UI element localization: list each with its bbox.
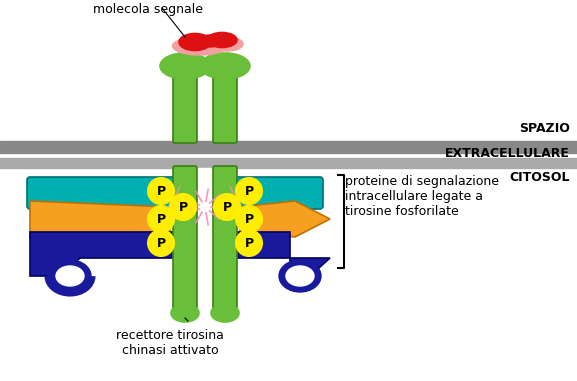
Polygon shape <box>30 232 172 276</box>
Text: CITOSOL: CITOSOL <box>509 171 570 184</box>
FancyBboxPatch shape <box>213 64 237 143</box>
Text: SPAZIO: SPAZIO <box>519 122 570 135</box>
Text: P: P <box>245 184 253 197</box>
Bar <box>0 158 577 168</box>
Text: P: P <box>223 200 231 213</box>
Text: P: P <box>245 213 253 226</box>
Ellipse shape <box>211 304 239 322</box>
Text: P: P <box>245 237 253 250</box>
Circle shape <box>148 178 174 204</box>
Text: proteine di segnalazione
intracellulare legate a
tirosine fosforilate: proteine di segnalazione intracellulare … <box>345 174 499 218</box>
Circle shape <box>236 206 262 232</box>
Circle shape <box>236 178 262 204</box>
Text: EXTRACELLULARE: EXTRACELLULARE <box>445 147 570 160</box>
Text: molecola segnale: molecola segnale <box>93 3 203 16</box>
Ellipse shape <box>179 34 211 51</box>
Text: P: P <box>156 213 166 226</box>
Bar <box>195 168 215 313</box>
Ellipse shape <box>200 53 250 79</box>
FancyBboxPatch shape <box>213 166 237 315</box>
Ellipse shape <box>213 37 243 51</box>
Circle shape <box>170 194 196 220</box>
Ellipse shape <box>160 53 210 79</box>
Polygon shape <box>30 201 170 237</box>
Text: P: P <box>156 184 166 197</box>
Bar <box>0 141 577 153</box>
FancyBboxPatch shape <box>234 177 323 209</box>
FancyBboxPatch shape <box>27 177 176 209</box>
Ellipse shape <box>171 304 199 322</box>
Text: P: P <box>156 237 166 250</box>
Circle shape <box>236 230 262 256</box>
FancyBboxPatch shape <box>173 166 197 315</box>
Text: P: P <box>178 200 188 213</box>
Circle shape <box>148 230 174 256</box>
Ellipse shape <box>286 266 314 286</box>
Ellipse shape <box>173 37 227 55</box>
FancyBboxPatch shape <box>173 64 197 143</box>
Circle shape <box>148 206 174 232</box>
Ellipse shape <box>207 32 237 48</box>
Ellipse shape <box>56 266 84 286</box>
Circle shape <box>214 194 240 220</box>
Text: recettore tirosina
chinasi attivato: recettore tirosina chinasi attivato <box>116 329 224 357</box>
Polygon shape <box>240 201 330 237</box>
Ellipse shape <box>279 260 321 292</box>
Ellipse shape <box>199 35 221 47</box>
Polygon shape <box>238 232 330 276</box>
Ellipse shape <box>49 260 91 292</box>
